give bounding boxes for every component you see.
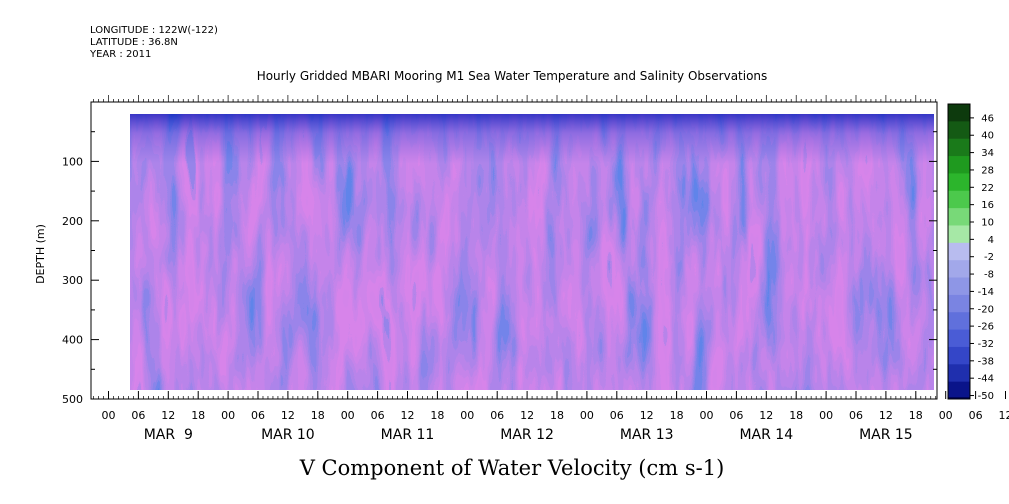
colorbar-swatch [948,208,970,226]
x-day-label: MAR 14 [739,427,793,443]
x-hour-label: 18 [670,409,684,422]
colorbar-label: 4 [988,235,994,246]
y-tick-label: 200 [62,215,83,228]
x-hour-label: 12 [879,409,893,422]
x-hour-label: 18 [550,409,564,422]
colorbar-swatch [948,277,970,296]
near-surface-band [130,114,934,390]
colorbar-label: 28 [981,165,994,176]
colorbar-label: 16 [981,200,994,211]
x-hour-label: 18 [191,409,205,422]
y-tick-label: 500 [62,393,83,406]
colorbar-label: 22 [981,183,994,194]
x-hour-label: 06 [490,409,504,422]
colorbar-label: -8 [984,270,994,281]
colorbar-label: -2 [984,252,994,263]
colorbar-label: 34 [981,148,994,159]
x-hour-label: 06 [371,409,385,422]
colorbar-swatch [948,364,970,383]
y-tick-labels: 100 200 300 400 500 [62,155,83,406]
x-hour-label: 12 [401,409,415,422]
colorbar [947,103,974,400]
colorbar-swatch [948,138,970,157]
x-hour-labels: 00 06 12 18 00 06 12 18 00 06 12 18 00 06 12 18 00 06 12 18… [102,409,1009,422]
x-hour-label: 12 [640,409,654,422]
x-day-label: MAR 9 [144,427,193,443]
x-day-label: MAR 11 [381,427,435,443]
x-hour-label: 00 [580,409,594,422]
colorbar-swatch [948,173,970,192]
y-axis-label: DEPTH (m) [34,224,47,284]
colorbar-swatch [948,242,970,261]
colorbar-label: 46 [981,113,994,124]
y-tick-label: 400 [62,334,83,347]
colorbar-swatch [948,156,970,174]
colorbar-swatch [948,121,970,140]
x-day-label: MAR 15 [859,427,913,443]
colorbar-swatch [948,346,970,365]
x-hour-label: 06 [969,409,983,422]
year-label: YEAR : 2011 [90,49,152,60]
x-day-labels: MAR 9 MAR 10 MAR 11 MAR 12 MAR 13 MAR 14 MAR 1… [144,427,913,443]
colorbar-label: 40 [981,131,994,142]
y-axis-ticks [91,131,937,400]
bottom-title: V Component of Water Velocity (cm s-1) [299,456,725,480]
colorbar-label: 10 [981,218,994,229]
x-hour-label: 00 [341,409,355,422]
colorbar-swatch [948,312,970,331]
colorbar-label: -32 [978,339,994,350]
colorbar-label: -44 [978,374,994,385]
x-hour-label: 00 [700,409,714,422]
x-hour-label: 12 [520,409,534,422]
x-hour-label: 18 [311,409,325,422]
x-hour-label: 00 [939,409,953,422]
x-hour-label: 18 [430,409,444,422]
colorbar-label: -20 [978,304,994,315]
colorbar-label: -14 [978,287,994,298]
x-hour-label: 06 [251,409,265,422]
x-hour-label: 06 [849,409,863,422]
colorbar-swatch [948,381,970,400]
colorbar-swatch [948,294,970,313]
x-hour-label: 12 [759,409,773,422]
longitude-label: LONGITUDE : 122W(-122) [90,25,218,36]
x-hour-label: 18 [909,409,923,422]
colorbar-label: -38 [978,356,994,367]
x-hour-label: 12 [999,409,1009,422]
x-hour-label: 06 [610,409,624,422]
colorbar-end-swatch [948,397,970,399]
colorbar-swatch [948,104,970,122]
x-axis-ticks [93,391,1006,399]
x-hour-label: 00 [819,409,833,422]
y-tick-label: 100 [62,155,83,168]
colorbar-label: -50 [978,391,994,402]
top-axis-ticks [93,95,937,102]
latitude-label: LATITUDE : 36.8N [90,37,178,48]
colorbar-swatch [948,225,970,244]
colorbar-frame [947,103,971,400]
x-hour-label: 06 [729,409,743,422]
x-day-label: MAR 13 [620,427,674,443]
x-hour-label: 18 [789,409,803,422]
colorbar-label: -26 [978,322,994,333]
x-hour-label: 06 [131,409,145,422]
colorbar-labels: 46 40 34 28 22 16 10 4 -2 -8 -14 -20 -26 -32 -38 -44 -50 [978,113,994,402]
chart-title: Hourly Gridded MBARI Mooring M1 Sea Wate… [257,69,768,83]
colorbar-swatch [948,190,970,209]
x-day-label: MAR 12 [500,427,554,443]
x-hour-label: 00 [460,409,474,422]
x-hour-label: 12 [281,409,295,422]
colorbar-swatch [948,260,970,279]
x-hour-label: 00 [102,409,116,422]
colorbar-swatch [948,329,970,348]
x-hour-label: 00 [221,409,235,422]
y-tick-label: 300 [62,274,83,287]
x-hour-label: 12 [161,409,175,422]
x-day-label: MAR 10 [261,427,315,443]
